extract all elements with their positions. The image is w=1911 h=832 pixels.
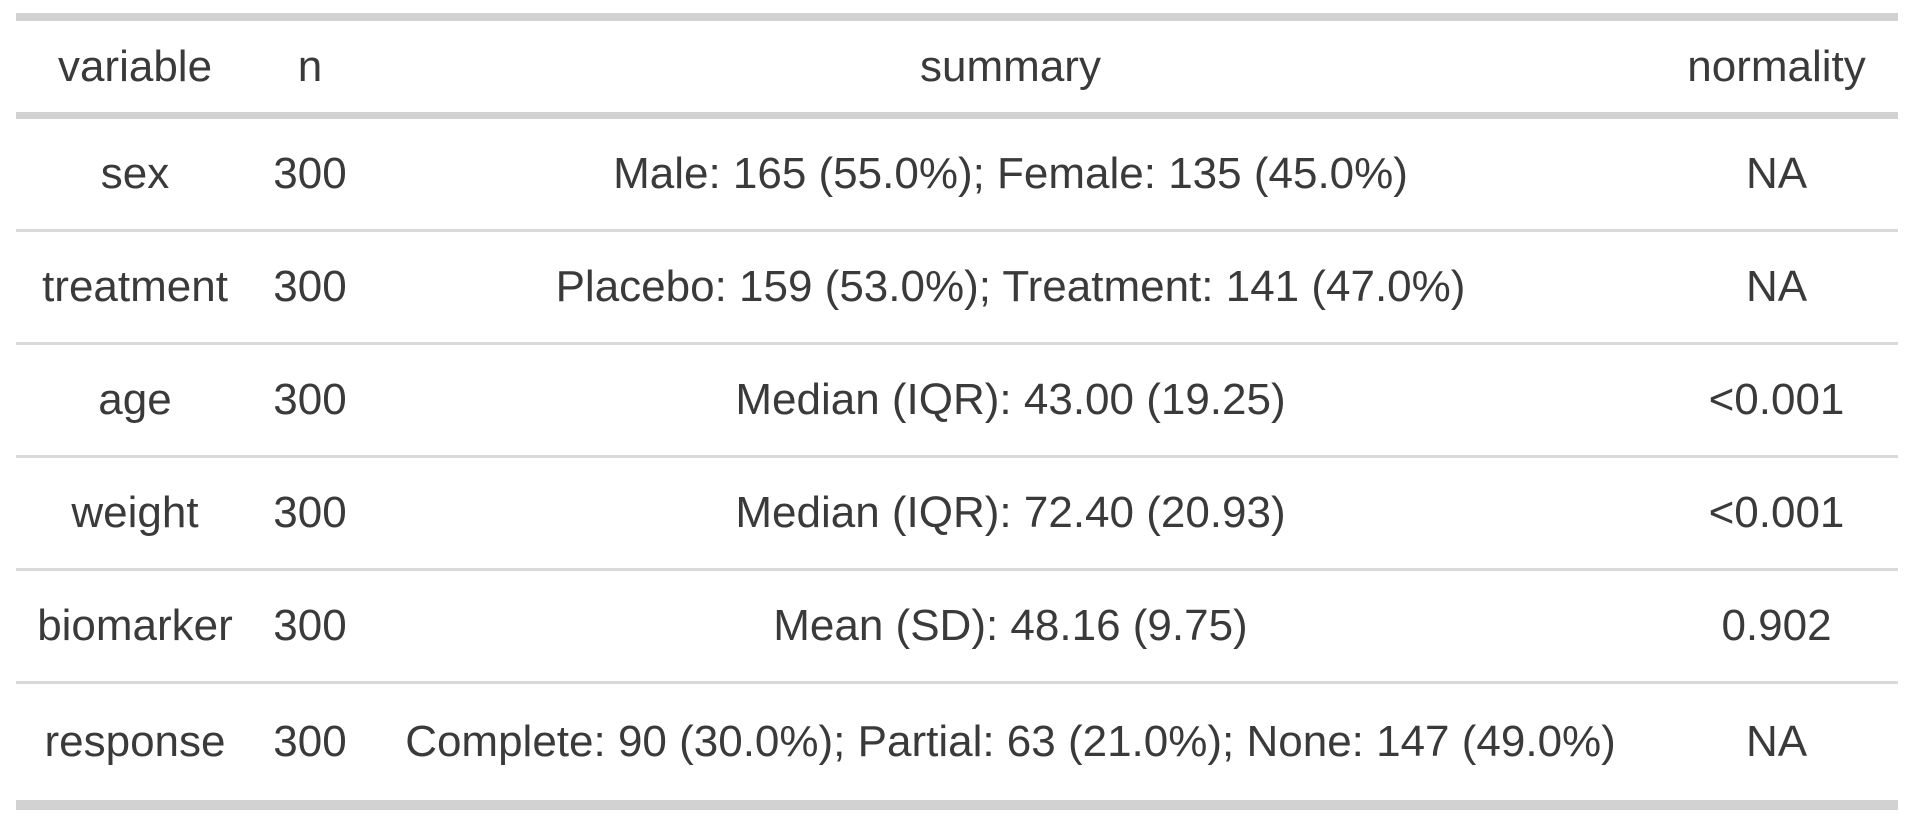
cell-summary: Median (IQR): 43.00 (19.25): [366, 343, 1655, 458]
cell-normality: NA: [1655, 115, 1898, 232]
table-body: sex 300 Male: 165 (55.0%); Female: 135 (…: [16, 115, 1898, 806]
cell-normality: <0.001: [1655, 456, 1898, 571]
col-header-variable: variable: [16, 17, 254, 119]
table-row: age 300 Median (IQR): 43.00 (19.25) <0.0…: [16, 343, 1898, 458]
table-row: weight 300 Median (IQR): 72.40 (20.93) <…: [16, 456, 1898, 571]
cell-n: 300: [273, 717, 347, 766]
cell-variable: sex: [16, 115, 254, 232]
cell-normality: NA: [1745, 717, 1808, 766]
table-row: response 300 Complete: 90 (30.0%); Parti…: [16, 683, 1898, 806]
cell-summary: Mean (SD): 48.16 (9.75): [366, 569, 1655, 684]
cell-n: 300: [254, 115, 366, 232]
col-header-normality: normality: [1655, 17, 1898, 119]
cell-n: 300: [254, 230, 366, 345]
cell-normality: 0.902: [1655, 569, 1898, 684]
col-header-summary: summary: [366, 17, 1655, 119]
table-row: biomarker 300 Mean (SD): 48.16 (9.75) 0.…: [16, 569, 1898, 684]
header-row: variable n summary normality: [16, 17, 1898, 119]
summary-statistics-table: variable n summary normality sex 300 Mal…: [16, 13, 1898, 810]
cell-summary: Median (IQR): 72.40 (20.93): [366, 456, 1655, 571]
col-header-n: n: [254, 17, 366, 119]
table-header: variable n summary normality: [16, 17, 1898, 119]
cell-n: 300: [254, 456, 366, 571]
cell-variable: biomarker: [16, 569, 254, 684]
cell-variable: weight: [16, 456, 254, 571]
cell-n: 300: [254, 343, 366, 458]
table-row: sex 300 Male: 165 (55.0%); Female: 135 (…: [16, 115, 1898, 232]
cell-normality: NA: [1655, 230, 1898, 345]
cell-variable: age: [16, 343, 254, 458]
cell-n: 300: [254, 569, 366, 684]
cell-summary: Complete: 90 (30.0%); Partial: 63 (21.0%…: [405, 717, 1616, 766]
cell-summary: Male: 165 (55.0%); Female: 135 (45.0%): [366, 115, 1655, 232]
cell-variable: treatment: [16, 230, 254, 345]
cell-normality: <0.001: [1655, 343, 1898, 458]
table-row: treatment 300 Placebo: 159 (53.0%); Trea…: [16, 230, 1898, 345]
cell-summary: Placebo: 159 (53.0%); Treatment: 141 (47…: [366, 230, 1655, 345]
cell-variable: response: [44, 717, 226, 766]
